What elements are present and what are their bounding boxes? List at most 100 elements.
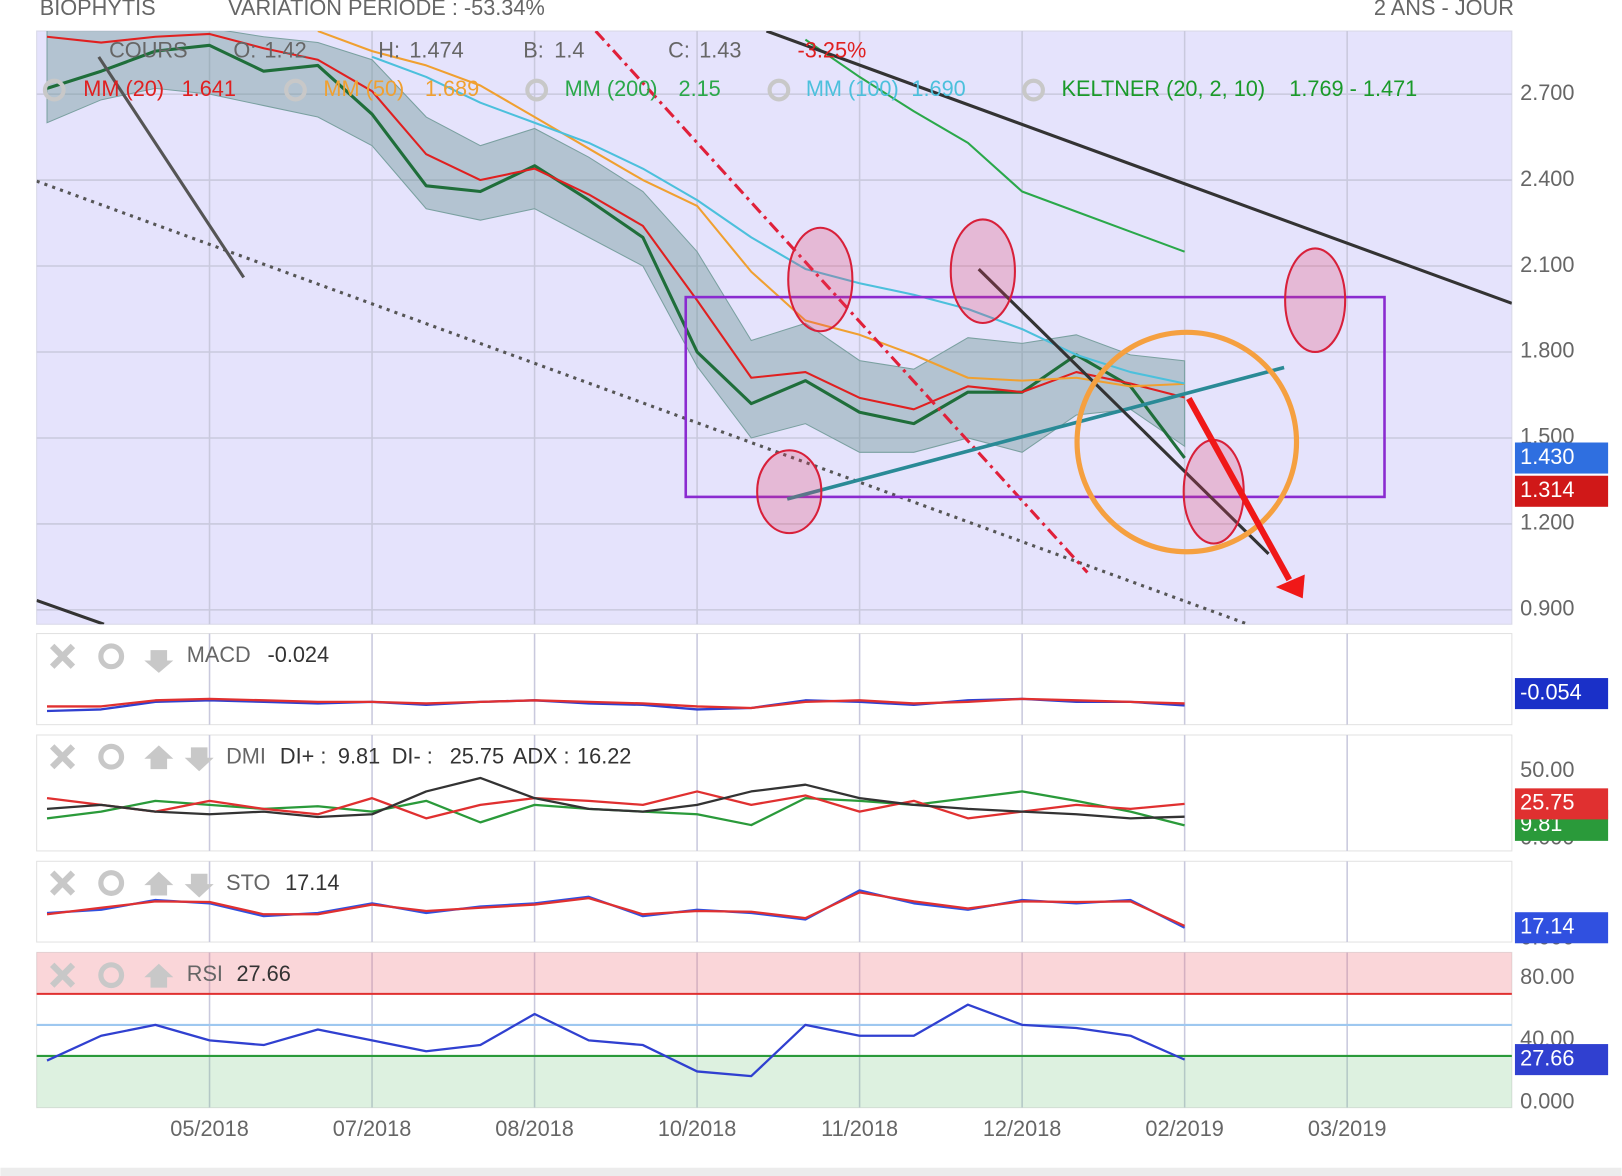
value-tag <box>1514 1044 1609 1076</box>
series-line <box>46 790 1185 820</box>
series-line <box>317 31 1185 388</box>
value-tag <box>1514 788 1609 820</box>
gear-icon[interactable] <box>767 78 791 102</box>
highlight <box>949 218 1016 325</box>
rsi-panel <box>36 951 1513 1109</box>
trend-line <box>765 31 1512 305</box>
y-tick-label: 80.00 <box>1520 964 1574 989</box>
plot <box>36 31 1512 1108</box>
main-panel <box>36 30 1513 625</box>
legend-value: 16.22 <box>577 744 631 769</box>
series-line <box>371 55 1185 385</box>
focus-circle <box>1074 329 1300 555</box>
tag-label: 25.75 <box>1520 790 1574 815</box>
grid <box>36 31 1512 1108</box>
variation: VARIATION PERIODE : -53.34% <box>228 0 545 20</box>
x-tick-label: 03/2019 <box>1308 1116 1387 1141</box>
ohlc-name: H: <box>378 37 400 62</box>
ohlc-value: 1.43 <box>699 37 741 62</box>
highlight <box>756 449 823 535</box>
bottom-strip <box>0 1167 1622 1176</box>
highlight <box>1182 438 1245 545</box>
gear-icon[interactable] <box>284 78 307 102</box>
value-tag <box>1514 912 1609 944</box>
legend-value: 9.81 <box>338 744 380 769</box>
up-icon[interactable] <box>144 963 174 988</box>
support-line <box>786 365 1285 501</box>
ohlc-name: O: <box>233 37 256 62</box>
x-tick-label: 02/2019 <box>1145 1116 1224 1141</box>
highlight <box>1284 247 1347 354</box>
series-line <box>46 776 1185 820</box>
close-icon[interactable] <box>49 744 76 770</box>
series-line <box>804 38 1185 253</box>
panel-plot <box>46 776 1185 827</box>
legend-value: 1.641 <box>182 76 236 101</box>
legend-name: MM (50) <box>323 76 404 101</box>
legend-value: 2.15 <box>678 76 720 101</box>
legend-name: MM (200) <box>565 76 658 101</box>
x-tick-label: 07/2018 <box>333 1116 412 1141</box>
panel-plot <box>46 889 1186 929</box>
keltner-band <box>46 31 1186 453</box>
gear-icon[interactable] <box>98 643 125 670</box>
close-icon[interactable] <box>49 870 76 896</box>
period: 2 ANS - JOUR <box>1374 0 1514 20</box>
gear-icon[interactable] <box>98 962 125 989</box>
ohlc-name: C: <box>668 37 690 62</box>
series-line <box>47 697 1185 710</box>
tag-label: 1.314 <box>1520 477 1574 502</box>
up-icon[interactable] <box>144 745 174 770</box>
close-icon[interactable] <box>49 962 76 988</box>
arrow-head <box>1275 574 1305 599</box>
toolbar-icons <box>42 78 1045 989</box>
legend-name: KELTNER (20, 2, 10) <box>1062 76 1266 101</box>
value-tag <box>1514 678 1609 710</box>
down-icon[interactable] <box>184 873 214 898</box>
gear-icon[interactable] <box>42 78 66 102</box>
gear-icon[interactable] <box>98 870 125 896</box>
series-line <box>46 32 1185 411</box>
gear-icon[interactable] <box>1022 78 1045 102</box>
trend-line <box>97 56 246 279</box>
tag-label: 1.430 <box>1520 444 1574 469</box>
y-tick-label: 2.400 <box>1520 166 1574 191</box>
dmi-panel <box>36 734 1513 852</box>
y-tick-label: 2.700 <box>1520 80 1574 105</box>
value-tag <box>1514 475 1609 507</box>
panel-plot <box>36 952 1512 1108</box>
gear-icon[interactable] <box>98 743 125 770</box>
labels: BIOPHYTIS VARIATION PERIODE : -53.34% 2 … <box>40 0 1609 1141</box>
highlight <box>787 226 854 333</box>
price-name: COURS <box>109 37 187 62</box>
legend-value: -0.024 <box>268 642 330 667</box>
panel-title: STO <box>226 870 270 895</box>
down-icon[interactable] <box>144 650 174 673</box>
legend-name: MM (100) <box>806 76 899 101</box>
panel-title: DMI <box>226 744 266 769</box>
up-icon[interactable] <box>144 871 174 896</box>
panel-plot <box>46 31 1186 459</box>
legend-value: 17.14 <box>285 870 339 895</box>
y-tick-label: 50.00 <box>1520 757 1574 782</box>
close-icon[interactable] <box>49 643 76 669</box>
oversold-zone <box>36 1055 1512 1108</box>
x-tick-label: 10/2018 <box>658 1116 737 1141</box>
legend-value: 1.769 - 1.471 <box>1289 76 1417 101</box>
ohlc-name: B: <box>523 37 544 62</box>
stock-name: BIOPHYTIS <box>40 0 156 20</box>
tag-label: -0.054 <box>1520 679 1582 704</box>
sto-panel <box>36 860 1513 943</box>
gear-icon[interactable] <box>525 78 549 102</box>
y-tick-label: 1.200 <box>1520 510 1574 535</box>
overbought-zone <box>36 952 1512 994</box>
panel-title: RSI <box>187 961 223 986</box>
down-icon[interactable] <box>184 747 214 772</box>
legend-value: 27.66 <box>236 961 290 986</box>
x-tick-label: 12/2018 <box>983 1116 1062 1141</box>
x-tick-label: 05/2018 <box>170 1116 249 1141</box>
legend-name: ADX : <box>513 744 570 769</box>
trend-line <box>594 31 1089 574</box>
x-tick-label: 11/2018 <box>821 1116 898 1141</box>
